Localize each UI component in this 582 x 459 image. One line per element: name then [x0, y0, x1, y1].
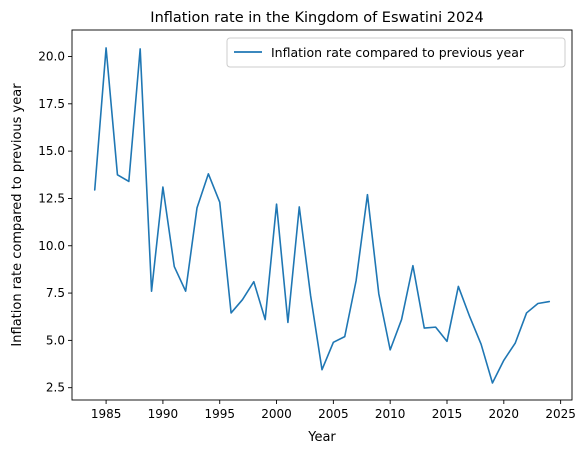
x-tick-label: 1995 — [204, 407, 235, 421]
y-tick-label: 2.5 — [46, 381, 65, 395]
y-axis-label: Inflation rate compared to previous year — [10, 83, 25, 347]
legend: Inflation rate compared to previous year — [227, 38, 565, 67]
y-tick-label: 15.0 — [38, 144, 65, 158]
x-axis-label: Year — [307, 430, 336, 445]
x-tick-label: 2000 — [261, 407, 292, 421]
chart-title: Inflation rate in the Kingdom of Eswatin… — [150, 10, 483, 26]
y-tick-label: 5.0 — [46, 333, 65, 347]
y-tick-label: 10.0 — [38, 239, 65, 253]
x-tick-label: 2025 — [545, 407, 576, 421]
x-tick-label: 1985 — [91, 407, 122, 421]
y-tick-label: 12.5 — [38, 191, 65, 205]
x-tick-label: 2010 — [375, 407, 406, 421]
x-tick-label: 2020 — [489, 407, 520, 421]
x-tick-label: 2015 — [432, 407, 463, 421]
x-tick-label: 1990 — [148, 407, 179, 421]
legend-label: Inflation rate compared to previous year — [271, 45, 525, 60]
x-tick-label: 2005 — [318, 407, 349, 421]
y-tick-label: 7.5 — [46, 286, 65, 300]
y-tick-label: 17.5 — [38, 97, 65, 111]
y-tick-label: 20.0 — [38, 49, 65, 63]
